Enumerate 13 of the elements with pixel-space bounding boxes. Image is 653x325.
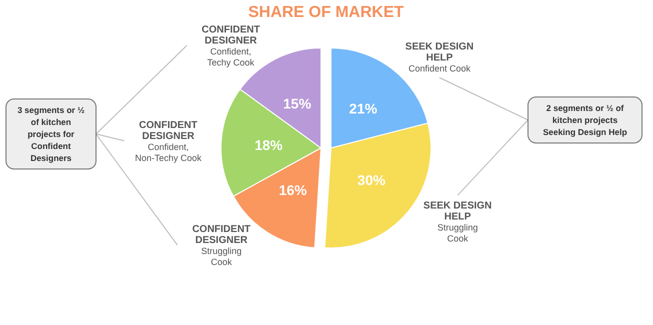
data-label: 30% [357,172,386,188]
data-label: 16% [278,182,308,198]
chart-title: SHARE OF MARKET [248,4,404,21]
text: 3 segments or ½ of kitchen projects for Confident Designers [17,105,85,163]
slice-label: CONFIDENT DESIGNER Confident, Non-Techy Cook [134,120,202,163]
slice-label: CONFIDENT DESIGNER Struggling Cook [192,224,251,268]
data-label: 18% [254,136,284,153]
data-label: 15% [283,95,312,112]
slice-label: SEEK DESIGN HELP Confident Cook [405,42,474,74]
slice-label: CONFIDENT DESIGNER Confident, Techy Cook [202,24,260,68]
text: 2 segments or ½ of kitchen projects Seeking Design Help [542,103,628,137]
data-label: 21% [349,100,378,116]
slice-label: SEEK DESIGN HELP Struggling Cook [423,200,492,244]
